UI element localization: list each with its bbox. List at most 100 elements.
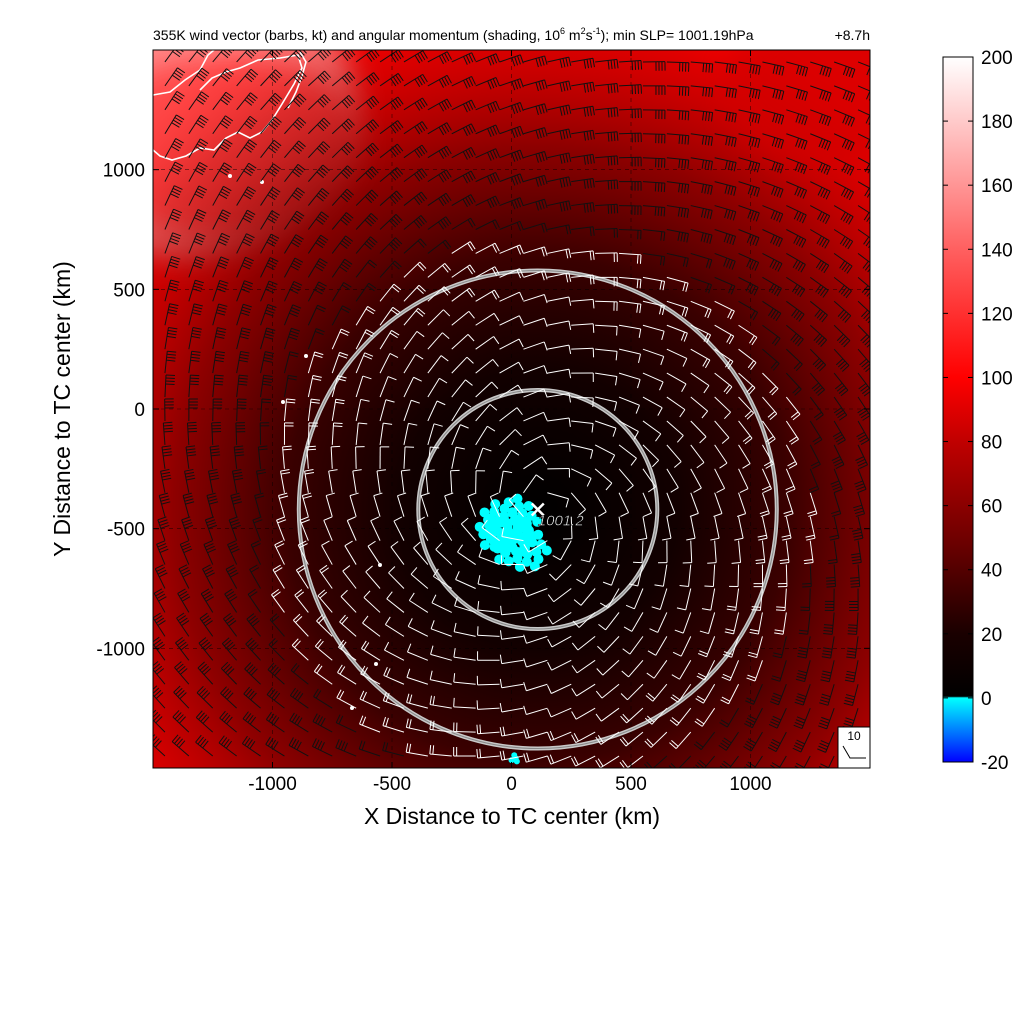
wind-barb	[738, 85, 761, 91]
wind-barb	[355, 142, 373, 159]
wind-barb-feather	[401, 469, 411, 472]
wind-barb-feather	[813, 333, 821, 341]
wind-barb	[676, 707, 692, 726]
wind-barb-feather	[297, 187, 305, 194]
wind-barb-feather	[770, 309, 777, 318]
wind-barb	[225, 568, 238, 589]
wind-barb-feather	[780, 140, 784, 149]
negative-momentum-patch	[479, 540, 490, 551]
wind-barb	[212, 303, 220, 326]
wind-barb-feather	[847, 116, 853, 126]
wind-barb-feather	[598, 511, 607, 517]
wind-barb	[570, 492, 586, 510]
wind-barb-feather	[495, 172, 500, 181]
wind-barb-feather	[490, 55, 495, 65]
wind-barb-feather	[342, 169, 351, 177]
wind-barb-feather	[494, 289, 500, 299]
wind-barb-feather	[699, 630, 709, 635]
wind-barb	[571, 323, 594, 326]
wind-barb-feather	[729, 310, 735, 320]
wind-barb	[595, 228, 618, 230]
wind-barb-feather	[340, 307, 350, 314]
wind-barb-feather	[798, 313, 805, 322]
wind-barb-feather	[716, 487, 725, 493]
wind-barb-feather	[770, 234, 775, 244]
wind-barb-feather	[723, 737, 732, 744]
wind-barb-feather	[438, 198, 445, 207]
wind-barb-feather	[199, 612, 208, 619]
wind-barb-feather	[471, 52, 476, 62]
wind-barb-feather	[292, 283, 301, 289]
wind-barb-feather	[503, 470, 513, 474]
wind-barb-feather	[195, 122, 204, 129]
wind-barb-feather	[772, 695, 781, 700]
wind-barb	[331, 118, 349, 135]
wind-barb	[809, 516, 816, 539]
wind-barb-feather	[153, 709, 157, 714]
wind-barb-feather	[291, 262, 301, 269]
wind-barb-feather	[268, 713, 275, 722]
wind-barb	[501, 683, 524, 689]
wind-barb	[475, 404, 491, 422]
wind-barb-feather	[240, 333, 250, 337]
wind-barb-feather	[316, 195, 324, 202]
wind-barb-feather	[818, 261, 825, 270]
wind-barb-feather	[340, 641, 347, 650]
wind-barb	[153, 744, 166, 757]
wind-barb	[451, 52, 472, 63]
wind-barb	[523, 270, 545, 278]
wind-barb	[475, 381, 493, 398]
wind-barb-feather	[244, 235, 254, 241]
wind-barb	[365, 571, 381, 589]
wind-barb-feather	[706, 334, 712, 344]
wind-barb	[642, 492, 653, 514]
negative-momentum-patch	[512, 493, 523, 504]
wind-barb	[260, 210, 273, 230]
wind-barb-feather	[445, 216, 452, 225]
wind-barb-feather	[519, 173, 524, 183]
wind-barb-feather	[244, 75, 253, 83]
wind-barb	[738, 372, 756, 389]
wind-barb	[188, 327, 194, 350]
wind-barb-feather	[317, 100, 325, 108]
wind-barb-feather	[220, 256, 230, 261]
wind-barb-feather	[686, 233, 689, 243]
negative-momentum-patch	[532, 516, 543, 527]
wind-barb-feather	[706, 209, 710, 219]
wind-barb-feather	[578, 509, 586, 516]
wind-barb-feather	[846, 165, 852, 175]
wind-barb	[164, 303, 171, 326]
wind-barb-feather	[790, 411, 799, 418]
wind-barb-feather	[418, 170, 425, 178]
wind-barb-feather	[708, 259, 713, 269]
wind-barb	[501, 536, 524, 542]
wind-barb-feather	[163, 454, 173, 457]
wind-barb	[355, 95, 374, 111]
wind-barb-feather	[202, 641, 211, 649]
wind-barb-feather	[523, 729, 527, 739]
wind-barb	[451, 356, 468, 374]
wind-barb-feather	[725, 258, 731, 268]
wind-barb-feather	[207, 548, 216, 554]
wind-barb-feather	[272, 95, 281, 102]
wind-barb-feather	[836, 333, 844, 342]
wind-barb-feather	[344, 214, 352, 221]
wind-barb	[690, 205, 713, 211]
wind-barb-feather	[535, 177, 539, 187]
wind-barb-feather	[846, 650, 857, 653]
wind-barb-feather	[751, 137, 755, 147]
radius-ring-core	[417, 389, 658, 630]
wind-barb-feather	[201, 67, 210, 74]
wind-barb-feather	[562, 202, 566, 212]
wind-barb-feather	[616, 131, 619, 141]
wind-barb-feather	[794, 388, 802, 396]
wind-barb-feather	[486, 175, 492, 185]
wind-barb	[331, 94, 350, 111]
wind-barb-feather	[171, 122, 180, 128]
wind-barb-feather	[242, 262, 252, 267]
wind-barb-feather	[244, 737, 251, 746]
wind-barb-feather	[848, 216, 854, 225]
wind-barb-feather	[297, 163, 306, 171]
wind-barb	[560, 540, 572, 561]
